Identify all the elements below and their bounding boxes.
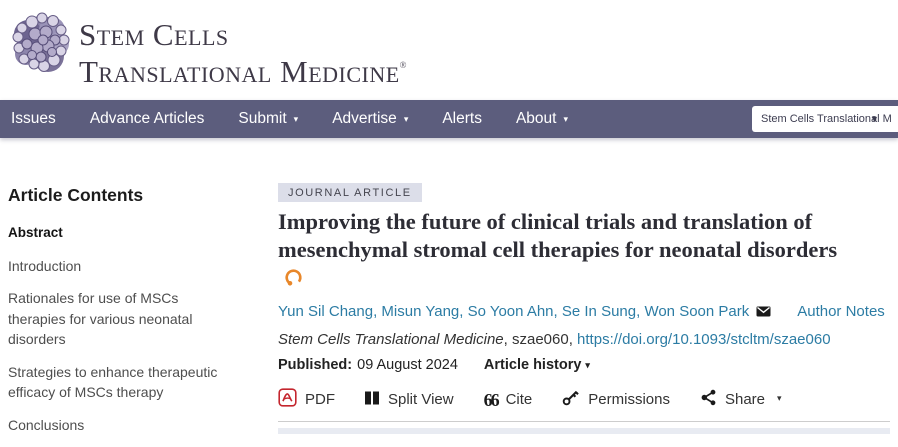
chevron-down-icon: ▾ bbox=[777, 393, 782, 403]
journal-logo-text[interactable]: Stem Cells Translational Medicine® bbox=[79, 19, 407, 87]
quote-icon: 66 bbox=[483, 389, 500, 410]
citation-line: Stem Cells Translational Medicine, szae0… bbox=[278, 331, 890, 348]
author-link[interactable]: Misun Yang bbox=[381, 303, 460, 320]
authors-list: Yun Sil Chang, Misun Yang, So Yoon Ahn, … bbox=[278, 303, 750, 320]
permissions-button[interactable]: Permissions bbox=[562, 389, 670, 410]
email-icon[interactable] bbox=[756, 304, 771, 321]
select-caret-icon: ▼ bbox=[870, 114, 879, 124]
authors-line: Yun Sil Chang, Misun Yang, So Yoon Ahn, … bbox=[278, 303, 890, 321]
sidebar-item[interactable]: Rationales for use of MSCs therapies for… bbox=[8, 290, 193, 347]
split-view-button[interactable]: Split View bbox=[365, 391, 454, 409]
nav-item-alerts[interactable]: Alerts bbox=[442, 110, 482, 127]
nav-item-issues[interactable]: Issues bbox=[11, 110, 56, 127]
nav-item-about[interactable]: About ▾ bbox=[515, 110, 569, 127]
share-button[interactable]: Share ▾ bbox=[700, 389, 782, 410]
logo-line2: Translational Medicine bbox=[79, 54, 400, 89]
article-history-label: Article history bbox=[483, 357, 582, 373]
sidebar-item[interactable]: Conclusions bbox=[8, 416, 85, 433]
next-section-edge bbox=[278, 428, 890, 434]
doi-link[interactable]: https://doi.org/10.1093/stcltm/szae060 bbox=[577, 331, 831, 348]
sidebar-item[interactable]: Introduction bbox=[8, 257, 82, 274]
author-link[interactable]: Yun Sil Chang bbox=[278, 303, 374, 320]
published-label: Published: bbox=[278, 357, 353, 373]
main-navbar: Issues Advance Articles Submit ▾ Advertise ▾ A… bbox=[0, 100, 898, 138]
section-divider bbox=[278, 421, 890, 422]
author-link[interactable]: So Yoon Ahn bbox=[467, 303, 554, 320]
citation-id: , szae060, bbox=[503, 331, 573, 348]
journal-logo-cell-image bbox=[8, 4, 74, 78]
author-link[interactable]: Se In Sung bbox=[561, 303, 637, 320]
pdf-button[interactable]: PDF bbox=[278, 388, 335, 411]
open-access-icon bbox=[284, 266, 303, 294]
trademark-mark: ® bbox=[399, 60, 407, 70]
sidebar-item[interactable]: Abstract bbox=[8, 225, 63, 240]
pdf-label: PDF bbox=[305, 391, 335, 408]
site-header: Stem Cells Translational Medicine® bbox=[0, 0, 898, 100]
split-view-icon bbox=[365, 391, 380, 409]
journal-select[interactable]: Stem Cells Translational M ▼ bbox=[752, 106, 898, 132]
author-notes-link[interactable]: Author Notes bbox=[797, 303, 885, 320]
cite-button[interactable]: 66 Cite bbox=[483, 389, 533, 410]
sidebar-items: Abstract Introduction Rationales for use o… bbox=[8, 223, 236, 435]
published-date: 09 August 2024 bbox=[357, 357, 458, 373]
nav-item-submit[interactable]: Submit ▾ bbox=[238, 110, 299, 127]
article-title: Improving the future of clinical trials … bbox=[278, 208, 843, 294]
pdf-icon bbox=[278, 388, 297, 411]
journal-name: Stem Cells Translational Medicine bbox=[278, 331, 504, 348]
cite-label: Cite bbox=[505, 391, 533, 408]
chevron-down-icon: ▾ bbox=[403, 114, 409, 124]
sidebar-title: Article Contents bbox=[8, 185, 144, 205]
nav-item-advance-articles[interactable]: Advance Articles bbox=[89, 110, 205, 127]
article-toolbar: PDF Split View 66 Cite Permissions Share… bbox=[278, 388, 890, 411]
article-history-toggle[interactable]: Article history ▾ bbox=[484, 357, 590, 373]
split-view-label: Split View bbox=[388, 391, 454, 408]
share-label: Share bbox=[724, 391, 765, 408]
sidebar-item[interactable]: Strategies to enhance therapeutic effica… bbox=[8, 363, 218, 401]
article-contents-sidebar: Article Contents Abstract Introduction Rat… bbox=[8, 185, 236, 447]
key-icon bbox=[562, 389, 580, 410]
nav-items: Issues Advance Articles Submit ▾ Advertise ▾ A… bbox=[0, 100, 898, 138]
published-line: Published: 09 August 2024 Article history ▾ bbox=[278, 357, 890, 373]
nav-item-advertise[interactable]: Advertise ▾ bbox=[332, 110, 409, 127]
share-icon bbox=[700, 389, 717, 410]
logo-line1: Stem Cells bbox=[79, 17, 229, 52]
chevron-down-icon: ▾ bbox=[293, 114, 299, 124]
chevron-down-icon: ▾ bbox=[585, 360, 590, 370]
article-type-badge: JOURNAL ARTICLE bbox=[278, 183, 422, 202]
journal-select-value: Stem Cells Translational M bbox=[761, 113, 892, 125]
permissions-label: Permissions bbox=[588, 391, 670, 408]
article-title-text: Improving the future of clinical trials … bbox=[278, 209, 838, 262]
article-header: JOURNAL ARTICLE Improving the future of … bbox=[278, 183, 890, 411]
chevron-down-icon: ▾ bbox=[563, 114, 569, 124]
author-link[interactable]: Won Soon Park bbox=[644, 303, 750, 320]
